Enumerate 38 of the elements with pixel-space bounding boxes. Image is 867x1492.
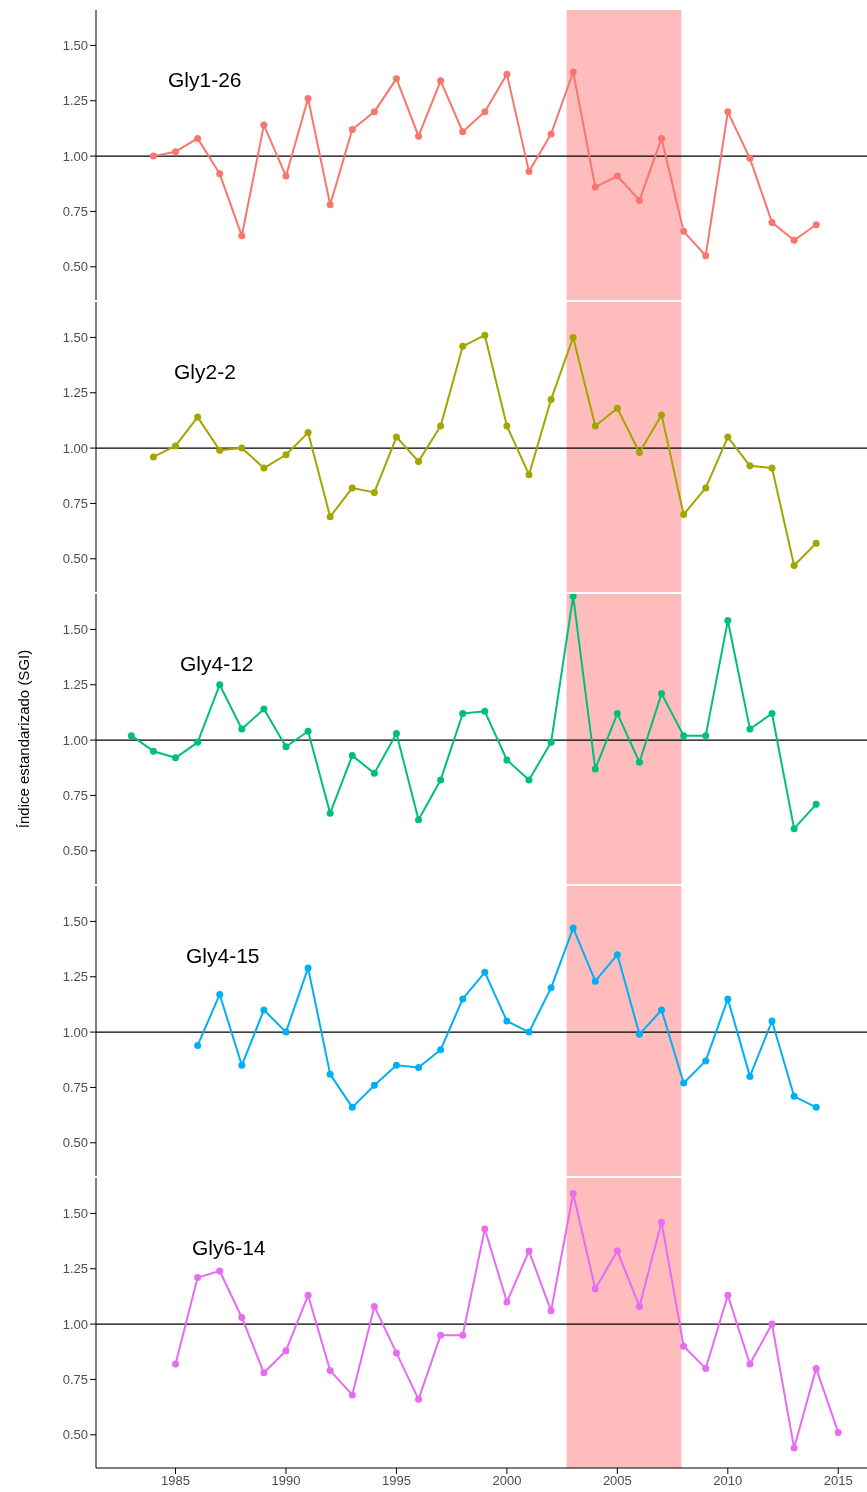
y-tick-label: 1.00 <box>62 148 88 164</box>
x-tick-label: 2005 <box>602 1473 632 1489</box>
y-tick-label: 1.25 <box>62 1261 88 1277</box>
y-tick-label: 1.50 <box>62 330 88 346</box>
x-tick-label: 2010 <box>713 1473 743 1489</box>
y-tick-label: 1.25 <box>62 969 88 985</box>
y-tick-label: 0.75 <box>62 496 88 512</box>
y-tick-label: 1.50 <box>62 1206 88 1222</box>
y-tick-label: 1.25 <box>62 677 88 693</box>
text: Gly6-14 <box>192 1236 266 1260</box>
x-tick-label: 1985 <box>161 1473 190 1489</box>
y-tick-label: 1.00 <box>62 440 88 456</box>
y-tick-label: 1.50 <box>62 38 88 54</box>
x-tick-label: 2000 <box>492 1473 522 1489</box>
y-tick-label: 0.75 <box>62 1080 88 1096</box>
y-tick-label: 0.50 <box>62 1135 88 1151</box>
x-tick-label: 1990 <box>271 1473 301 1489</box>
y-tick-label: 1.50 <box>62 622 88 638</box>
y-tick-label: 1.50 <box>62 914 88 930</box>
y-tick-label: 0.50 <box>62 1427 88 1443</box>
y-tick-label: 0.50 <box>62 843 88 859</box>
y-tick-label: 1.00 <box>62 732 88 748</box>
x-tick-label: 2015 <box>823 1473 853 1489</box>
text: Gly4-15 <box>186 944 260 968</box>
y-tick-label: 0.50 <box>62 551 88 567</box>
text: Gly4-12 <box>180 652 254 676</box>
y-axis-title: Índice estandarizado (SGI) <box>15 649 33 829</box>
text: Gly1-26 <box>168 68 242 92</box>
x-tick-label: 1995 <box>381 1473 411 1489</box>
text: Gly2-2 <box>174 360 236 384</box>
y-tick-label: 0.75 <box>62 204 88 220</box>
y-tick-label: 1.00 <box>62 1316 88 1332</box>
y-tick-label: 0.50 <box>62 259 88 275</box>
y-tick-label: 1.25 <box>62 93 88 109</box>
y-tick-label: 0.75 <box>62 788 88 804</box>
y-tick-label: 0.75 <box>62 1372 88 1388</box>
y-tick-label: 1.00 <box>62 1024 88 1040</box>
y-tick-label: 1.25 <box>62 385 88 401</box>
